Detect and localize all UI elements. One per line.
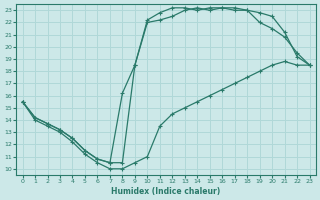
X-axis label: Humidex (Indice chaleur): Humidex (Indice chaleur): [111, 187, 221, 196]
